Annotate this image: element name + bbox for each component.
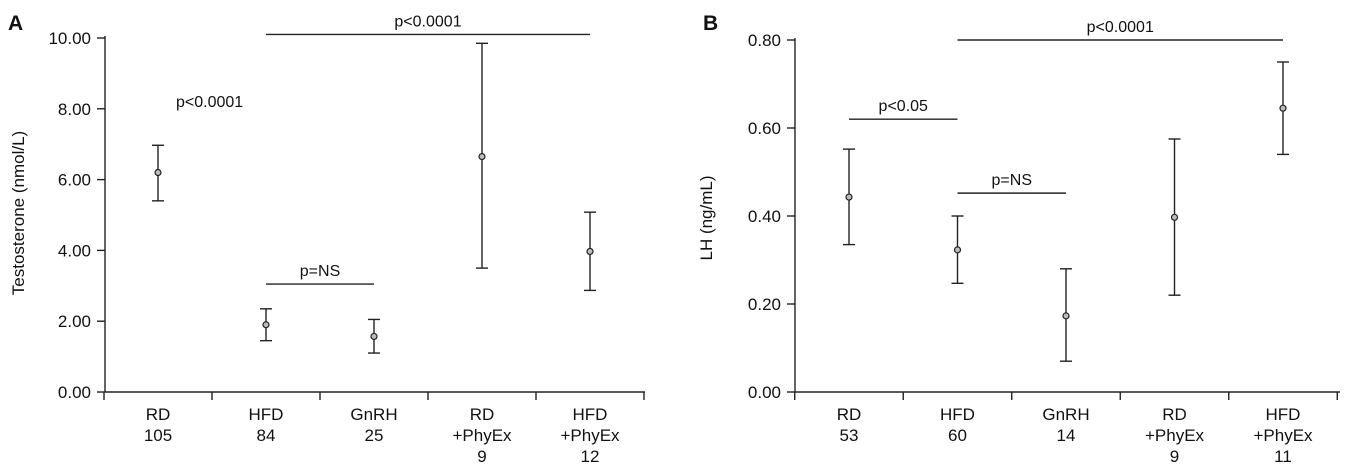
panel-b-category-label-line: 53: [840, 426, 859, 445]
panel-a-category-label: HFD +PhyEx 12: [560, 405, 620, 466]
panel-a-letter: A: [8, 12, 23, 35]
panel-b-mean-point: [1170, 213, 1179, 221]
panel-b-y-axis-label: LH (ng/mL): [697, 175, 716, 260]
panel-a-category-label-line: RD: [470, 405, 495, 424]
panel-a-category-label-line: GnRH: [350, 405, 397, 424]
panel-a-significance-label: p<0.0001: [176, 94, 243, 111]
panel-a-mean-point: [370, 332, 378, 341]
panel-b-category-label-line: +PhyEx: [1253, 426, 1313, 445]
panel-b-significance-label: p<0.05: [879, 98, 928, 115]
panel-b-category-label: HFD 60: [940, 405, 975, 445]
panel-b-category-label-line: 60: [948, 426, 967, 445]
panel-a-category-label: RD 105: [144, 405, 172, 445]
panel-b-y-tick-label: 0.40: [748, 207, 781, 226]
panel-a-significance-label: p<0.0001: [394, 13, 461, 30]
panel-a-mean-point: [478, 152, 486, 161]
panel-b: B LH (ng/mL) 0.00 0.20 0.40 0.60 0.80 RD 53 HFD…: [697, 12, 1340, 466]
panel-a: A Testosterone (nmol/L) 0.00 2.00 4.00 6.00…: [8, 12, 645, 466]
panel-b-category-label: GnRH 14: [1042, 405, 1089, 445]
panel-b-category-label-line: 14: [1057, 426, 1076, 445]
panel-a-category-label: HFD 84: [249, 405, 284, 445]
panel-a-category-label: GnRH 25: [350, 405, 397, 445]
panel-a-category-label-line: +PhyEx: [452, 426, 512, 445]
panel-a-category-label-line: 9: [477, 447, 486, 466]
panel-a-category-label: RD +PhyEx 9: [452, 405, 512, 466]
panel-b-category-label-line: 9: [1170, 447, 1179, 466]
panel-a-y-axis-label: Testosterone (nmol/L): [9, 131, 28, 295]
panel-a-category-label-line: 12: [581, 447, 600, 466]
panel-b-y-tick-label: 0.80: [748, 31, 781, 50]
panel-b-category-label-line: GnRH: [1042, 405, 1089, 424]
panel-a-mean-point: [262, 321, 270, 329]
panel-a-category-label-line: +PhyEx: [560, 426, 620, 445]
panel-b-category-label-line: RD: [837, 405, 862, 424]
panel-b-category-label: RD 53: [837, 405, 862, 445]
panel-a-category-label-line: RD: [146, 405, 171, 424]
panel-a-category-label-line: HFD: [573, 405, 608, 424]
panel-b-category-label-line: HFD: [1266, 405, 1301, 424]
panel-b-category-label: RD +PhyEx 9: [1145, 405, 1205, 466]
panel-b-mean-point: [845, 193, 853, 201]
panel-a-y-tick-label: 10.00: [48, 29, 91, 48]
panel-b-category-label-line: +PhyEx: [1145, 426, 1205, 445]
panel-b-mean-point: [1279, 104, 1287, 112]
panel-a-y-tick-label: 2.00: [58, 312, 91, 331]
panel-b-y-tick-label: 0.60: [748, 119, 781, 138]
panel-a-mean-point: [154, 168, 162, 177]
panel-a-category-label-line: 84: [257, 426, 276, 445]
panel-a-significance-label: p=NS: [300, 263, 340, 280]
panel-a-y-tick-label: 0.00: [58, 383, 91, 402]
panel-a-y-tick-label: 4.00: [58, 241, 91, 260]
panel-a-y-tick-label: 6.00: [58, 171, 91, 190]
panel-b-significance-label: p<0.0001: [1087, 19, 1154, 36]
panel-a-mean-point: [586, 247, 594, 256]
panel-b-mean-point: [953, 246, 962, 254]
panel-a-category-label-line: 105: [144, 426, 172, 445]
panel-a-category-label-line: HFD: [249, 405, 284, 424]
panel-b-y-tick-label: 0.00: [748, 383, 781, 402]
panel-b-category-label-line: 11: [1274, 447, 1292, 466]
panel-b-category-label-line: RD: [1162, 405, 1187, 424]
panel-b-significance-label: p=NS: [992, 172, 1032, 189]
panel-b-y-tick-label: 0.20: [748, 295, 781, 314]
panel-b-mean-point: [1062, 312, 1070, 320]
panel-a-y-tick-label: 8.00: [58, 100, 91, 119]
panel-b-category-label-line: HFD: [940, 405, 975, 424]
panel-a-category-label-line: 25: [365, 426, 384, 445]
panel-b-letter: B: [703, 12, 718, 35]
panel-b-category-label: HFD +PhyEx 11: [1253, 405, 1313, 466]
